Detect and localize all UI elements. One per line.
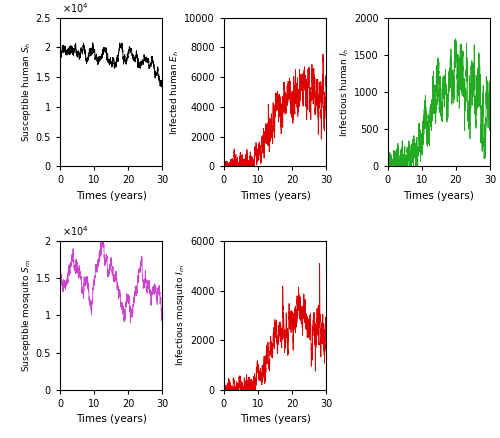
X-axis label: Times (years): Times (years): [76, 414, 146, 424]
Y-axis label: Susceptible mosquito $S_m$: Susceptible mosquito $S_m$: [20, 259, 33, 372]
X-axis label: Times (years): Times (years): [240, 414, 310, 424]
Y-axis label: Infectious human $I_h$: Infectious human $I_h$: [338, 47, 351, 137]
Y-axis label: Susceptible human $S_h$: Susceptible human $S_h$: [20, 42, 32, 142]
Y-axis label: Infected human $E_h$: Infected human $E_h$: [169, 49, 181, 134]
X-axis label: Times (years): Times (years): [240, 191, 310, 201]
Y-axis label: Infectious mosquito $I_m$: Infectious mosquito $I_m$: [174, 265, 188, 366]
Text: $\times10^{4}$: $\times10^{4}$: [62, 1, 88, 14]
X-axis label: Times (years): Times (years): [404, 191, 474, 201]
Text: $\times10^{4}$: $\times10^{4}$: [62, 224, 88, 238]
X-axis label: Times (years): Times (years): [76, 191, 146, 201]
